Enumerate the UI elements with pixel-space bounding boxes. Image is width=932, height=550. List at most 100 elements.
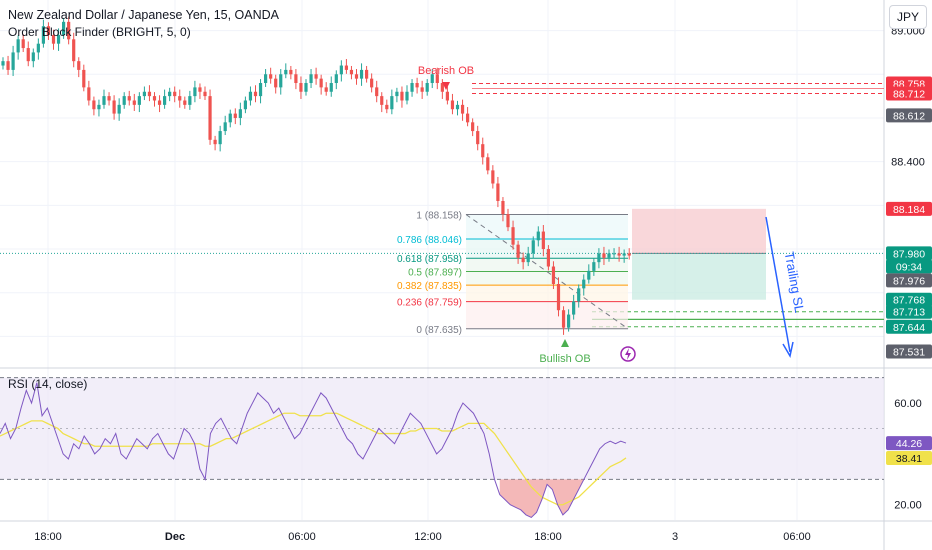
bullish-ob-label: Bullish OB: [539, 353, 590, 365]
candle-body: [284, 69, 288, 75]
candle-body: [481, 144, 485, 158]
candle-body: [561, 310, 566, 328]
candle-body: [314, 74, 318, 79]
price-axis-label: 87.768: [893, 295, 925, 307]
candle-body: [26, 48, 30, 62]
candle-body: [501, 200, 505, 215]
candle-body: [496, 183, 500, 201]
time-tick-label: 3: [672, 531, 678, 543]
candle-body: [521, 257, 525, 263]
candle-body: [375, 87, 379, 97]
candle-body: [344, 65, 348, 70]
rsi-band-fill: [0, 377, 884, 480]
candle-body: [597, 253, 601, 263]
flash-icon: [620, 346, 636, 362]
price-axis-label: 88.712: [893, 88, 925, 100]
candle-body: [193, 87, 197, 97]
indicator-legend[interactable]: Order Block Finder (BRIGHT, 5, 0): [8, 25, 191, 39]
flash-icon-bolt: [625, 348, 631, 360]
candle-body: [607, 253, 611, 258]
candle-body: [410, 83, 414, 92]
fib-level-label: 0.618 (87.958): [397, 254, 462, 265]
candle-body: [622, 253, 626, 256]
candle-body: [506, 214, 510, 228]
candle-body: [122, 96, 126, 105]
candle-body: [253, 91, 258, 97]
candle-body: [466, 113, 470, 123]
trailing-sl-label: Trailing SL: [782, 251, 807, 314]
fib-level-label: 0 (87.635): [416, 325, 462, 336]
candle-body: [551, 266, 556, 284]
candle-body: [147, 91, 152, 97]
candle-body: [587, 270, 591, 280]
candle-body: [279, 74, 283, 88]
bearish-ob-label: Bearish OB: [418, 65, 474, 77]
candle-body: [117, 104, 121, 114]
candle-body: [77, 61, 81, 70]
candle-body: [233, 113, 237, 118]
candle-body: [72, 39, 76, 62]
candle-body: [51, 34, 56, 44]
candle-body: [92, 100, 96, 110]
rsi-value-label-bg: [886, 436, 932, 451]
time-tick-label: 18:00: [34, 531, 62, 543]
candle-body: [511, 227, 515, 245]
candle-body: [97, 104, 101, 110]
candle-body: [6, 61, 10, 70]
candle-body: [602, 253, 606, 258]
candle-body: [137, 96, 141, 105]
candle-body: [188, 96, 192, 105]
candle-body: [208, 96, 212, 140]
candle-body: [183, 100, 187, 105]
candle-body: [319, 78, 323, 88]
currency-button[interactable]: JPY: [889, 5, 927, 29]
time-tick-label: 06:00: [783, 531, 811, 543]
candle-body: [82, 69, 86, 88]
candle-body: [430, 74, 434, 84]
rsi-legend[interactable]: RSI (14, close): [8, 377, 88, 391]
fib-level-label: 0.5 (87.897): [408, 268, 462, 279]
candle-body: [309, 74, 313, 84]
fib-level-label: 1 (88.158): [416, 211, 462, 222]
candle-body: [41, 26, 45, 44]
candle-body: [258, 83, 263, 97]
price-axis-label: 87.531: [893, 346, 925, 358]
candle-body: [395, 91, 399, 97]
candle-body: [541, 231, 545, 250]
candle-body: [592, 262, 596, 271]
rsi-tick-label: 20.00: [894, 500, 922, 512]
price-axis-label: 09:34: [896, 261, 922, 273]
candle-body: [36, 43, 40, 53]
candle-body: [435, 74, 439, 84]
candle-body: [112, 100, 116, 114]
candle-body: [107, 96, 111, 101]
rsi-tick-label: 60.00: [894, 398, 922, 410]
candle-body: [56, 34, 61, 44]
candle-body: [359, 69, 364, 79]
candle-body: [329, 83, 333, 92]
rsi-line: [0, 382, 627, 519]
trailing-sl-arrow: [765, 216, 791, 353]
candle-body: [572, 301, 576, 315]
time-tick-label: 18:00: [534, 531, 562, 543]
price-axis-label-bg: [886, 319, 932, 334]
candle-body: [617, 253, 621, 256]
time-tick-label: 12:00: [414, 531, 442, 543]
candle-body: [16, 39, 20, 53]
candle-body: [365, 69, 369, 79]
candle-body: [450, 100, 455, 110]
candle-body: [546, 249, 550, 267]
fib-trend-line: [465, 214, 629, 330]
price-axis-label-bg: [886, 344, 932, 359]
candle-body: [491, 170, 495, 184]
candle-body: [163, 96, 167, 105]
bullish-ob-marker: [561, 339, 569, 347]
candle-body: [274, 78, 278, 88]
candle-body: [289, 69, 293, 75]
price-axis-label: 87.713: [893, 307, 925, 319]
candle-body: [178, 96, 182, 101]
candle-body: [455, 104, 460, 110]
candle-body: [420, 87, 424, 92]
rsi-value-label: 44.26: [896, 438, 922, 450]
